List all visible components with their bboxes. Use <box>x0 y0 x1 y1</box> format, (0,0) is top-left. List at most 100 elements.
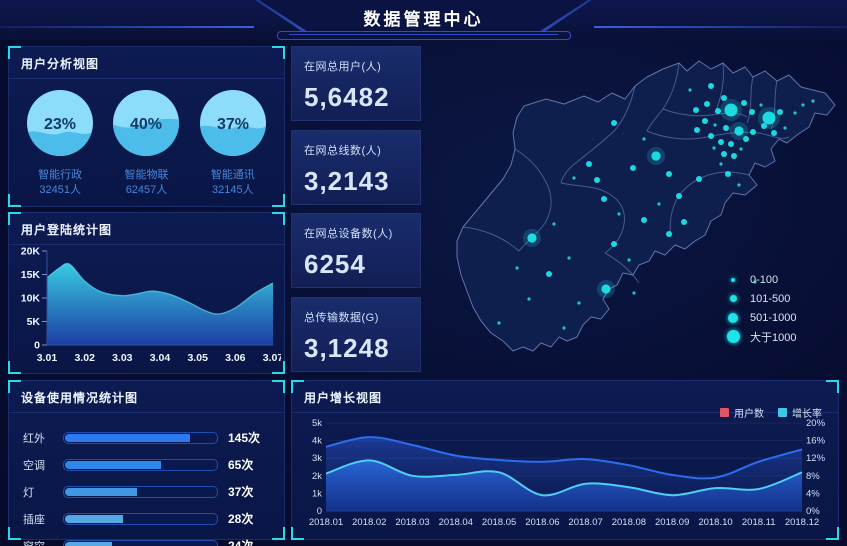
map-bubble[interactable] <box>676 193 682 199</box>
map-bubble[interactable] <box>777 109 783 115</box>
map-bubble[interactable] <box>771 130 777 136</box>
corner-bracket <box>8 380 21 393</box>
map-bubble[interactable] <box>577 301 581 305</box>
legend-item[interactable]: 增长率 <box>778 405 822 420</box>
map-bubble[interactable] <box>562 326 566 330</box>
map-bubble[interactable] <box>762 111 776 125</box>
map-bubble[interactable] <box>739 147 743 151</box>
map-bubble[interactable] <box>527 233 537 243</box>
page-title: 数据管理中心 <box>363 9 484 29</box>
map-bubble[interactable] <box>728 141 734 147</box>
map-bubble[interactable] <box>761 123 767 129</box>
liquid-circle-item[interactable]: 23% 智能行政 32451人 <box>18 87 102 199</box>
map-bubble[interactable] <box>708 83 714 89</box>
map-bubble[interactable] <box>759 103 763 107</box>
map-bubble[interactable] <box>724 103 738 117</box>
x-axis-tick-label: 2018.03 <box>395 517 429 528</box>
map-bubble[interactable] <box>743 136 749 142</box>
map-bubble[interactable] <box>611 120 617 126</box>
panel-user-growth: 用户增长视图 用户数 增长率 0 1k 2k 3k 4k 5k 0% 4% 8% 12% 16% 20… <box>291 380 839 540</box>
device-bar-track[interactable] <box>63 431 218 444</box>
map-bubble[interactable] <box>737 183 741 187</box>
panel-user-analysis: 用户分析视图 23% 智能行政 32451人 40% 智能物联 62457人 <box>8 46 285 207</box>
device-bar-track[interactable] <box>63 485 218 498</box>
map-bubble[interactable] <box>694 127 700 133</box>
liquid-circle-item[interactable]: 40% 智能物联 62457人 <box>104 87 188 199</box>
map-bubble[interactable] <box>688 88 692 92</box>
y-axis-tick-label: 20K <box>21 246 41 258</box>
corner-bracket <box>8 46 21 59</box>
map-bubble[interactable] <box>666 231 672 237</box>
header-accent-line-left <box>0 26 254 28</box>
map-bubble[interactable] <box>572 176 576 180</box>
map-bubble[interactable] <box>708 133 714 139</box>
growth-area-chart[interactable]: 0 1k 2k 3k 4k 5k 0% 4% 8% 12% 16% 20% 2018.01 2018.02… <box>296 411 836 537</box>
device-row: 插座 28次 <box>23 506 270 531</box>
map-bubble[interactable] <box>702 118 708 124</box>
device-bar-track[interactable] <box>63 539 218 546</box>
map-bubble[interactable] <box>725 171 731 177</box>
map-bubble[interactable] <box>627 258 631 262</box>
map-bubble[interactable] <box>586 161 592 167</box>
map-legend: 0-100 101-500 501-1000 大于1000 <box>724 270 797 346</box>
liquid-circle-item[interactable]: 37% 智能通讯 32145人 <box>191 87 275 199</box>
map-bubble[interactable] <box>497 321 501 325</box>
map-bubble[interactable] <box>721 95 727 101</box>
panel-title-device-usage: 设备使用情况统计图 <box>9 381 284 413</box>
device-bar-track[interactable] <box>63 512 218 525</box>
map-bubble[interactable] <box>601 196 607 202</box>
map-bubble[interactable] <box>681 219 687 225</box>
x-axis-tick-label: 3.03 <box>112 352 133 364</box>
map-bubble[interactable] <box>617 212 621 216</box>
map-bubble[interactable] <box>801 103 805 107</box>
map-bubble[interactable] <box>783 126 787 130</box>
device-bar-value: 28次 <box>228 512 254 526</box>
map-bubble[interactable] <box>552 222 556 226</box>
map-bubble[interactable] <box>741 100 747 106</box>
map-bubble[interactable] <box>632 291 636 295</box>
map-bubble[interactable] <box>546 271 552 277</box>
map-bubble[interactable] <box>657 202 661 206</box>
device-bar-track[interactable] <box>63 458 218 471</box>
map-bubble[interactable] <box>696 176 702 182</box>
map-bubble[interactable] <box>515 266 519 270</box>
map-bubble[interactable] <box>811 99 815 103</box>
map-bubble[interactable] <box>611 241 617 247</box>
panel-title-user-growth: 用户增长视图 <box>292 381 838 413</box>
map-bubble[interactable] <box>718 139 724 145</box>
map-bubble[interactable] <box>630 165 636 171</box>
kpi-card: 总传输数据(G) 3,1248 <box>291 296 421 372</box>
map-bubble[interactable] <box>753 280 757 284</box>
map-bubble[interactable] <box>721 151 727 157</box>
map-bubble[interactable] <box>712 146 716 150</box>
province-map[interactable] <box>428 44 842 376</box>
map-bubble[interactable] <box>704 101 710 107</box>
map-bubble[interactable] <box>666 171 672 177</box>
map-bubble[interactable] <box>723 125 729 131</box>
map-bubble[interactable] <box>750 129 756 135</box>
map-bubble[interactable] <box>527 297 531 301</box>
map-bubble[interactable] <box>793 111 797 115</box>
map-bubble[interactable] <box>715 108 721 114</box>
map-bubble[interactable] <box>594 177 600 183</box>
map-bubble[interactable] <box>642 137 646 141</box>
login-area-chart[interactable]: 0 5K 10K 15K 20K 3.01 3.02 3.03 3.04 3.05 3.06 3.07 <box>13 243 281 371</box>
map-bubble[interactable] <box>749 109 755 115</box>
kpi-label: 在网总设备数(人) <box>304 228 393 241</box>
map-bubble[interactable] <box>731 153 737 159</box>
map-bubble[interactable] <box>693 107 699 113</box>
rate-line <box>325 459 803 497</box>
map-bubble[interactable] <box>567 256 571 260</box>
left-axis-tick-label: 1k <box>312 488 322 499</box>
map-bubble[interactable] <box>601 284 611 294</box>
map-bubble[interactable] <box>734 126 744 136</box>
map-bubble[interactable] <box>641 217 647 223</box>
map-bubble[interactable] <box>713 123 717 127</box>
right-axis-tick-label: 8% <box>806 471 820 482</box>
map-bubble[interactable] <box>651 151 661 161</box>
legend-item[interactable]: 用户数 <box>720 405 764 420</box>
map-bubble[interactable] <box>719 162 723 166</box>
device-label: 灯 <box>23 486 34 499</box>
right-axis-tick-label: 0% <box>806 506 820 517</box>
y-axis-tick-label: 10K <box>21 293 41 305</box>
